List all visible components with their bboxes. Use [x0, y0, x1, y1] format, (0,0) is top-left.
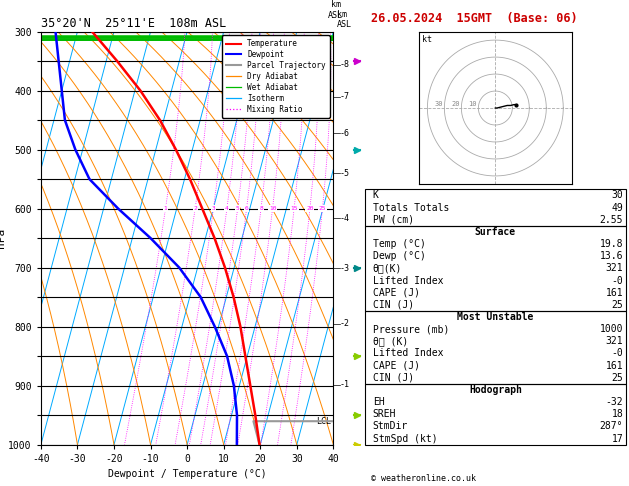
Text: 10: 10	[468, 101, 477, 107]
Text: 161: 161	[606, 361, 623, 371]
Text: 321: 321	[606, 336, 623, 347]
Text: 26.05.2024  15GMT  (Base: 06): 26.05.2024 15GMT (Base: 06)	[371, 12, 577, 25]
Text: 19.8: 19.8	[599, 239, 623, 249]
Text: -32: -32	[606, 397, 623, 407]
Text: -1: -1	[340, 381, 350, 389]
Text: θᴄ (K): θᴄ (K)	[372, 336, 408, 347]
Text: 15: 15	[291, 206, 298, 211]
Bar	[365, 226, 626, 311]
Text: 1: 1	[164, 206, 167, 211]
Legend: Temperature, Dewpoint, Parcel Trajectory, Dry Adiabat, Wet Adiabat, Isotherm, Mi: Temperature, Dewpoint, Parcel Trajectory…	[222, 35, 330, 118]
Text: -3: -3	[340, 264, 350, 273]
Text: 321: 321	[606, 263, 623, 273]
Text: 6: 6	[245, 206, 248, 211]
Text: © weatheronline.co.uk: © weatheronline.co.uk	[371, 474, 476, 483]
Text: 18: 18	[611, 409, 623, 419]
Text: 5: 5	[236, 206, 240, 211]
Text: LCL: LCL	[316, 417, 331, 426]
Text: 3: 3	[211, 206, 215, 211]
Text: Most Unstable: Most Unstable	[457, 312, 533, 322]
Text: CAPE (J): CAPE (J)	[372, 361, 420, 371]
Text: CAPE (J): CAPE (J)	[372, 288, 420, 297]
Text: -7: -7	[340, 92, 350, 102]
Text: Hodograph: Hodograph	[469, 385, 522, 395]
Text: -0: -0	[611, 276, 623, 285]
Text: CIN (J): CIN (J)	[372, 300, 414, 310]
Text: 4: 4	[225, 206, 229, 211]
Text: -6: -6	[340, 128, 350, 138]
Bar	[365, 189, 626, 226]
Text: 161: 161	[606, 288, 623, 297]
Text: 20: 20	[451, 101, 460, 107]
Text: Totals Totals: Totals Totals	[372, 203, 449, 212]
Text: Surface: Surface	[475, 227, 516, 237]
Text: km
ASL: km ASL	[328, 0, 343, 20]
Text: EH: EH	[372, 397, 384, 407]
Text: θᴄ(K): θᴄ(K)	[372, 263, 402, 273]
Text: 20: 20	[306, 206, 314, 211]
Text: 25: 25	[319, 206, 326, 211]
Bar	[365, 384, 626, 445]
Text: 287°: 287°	[599, 421, 623, 432]
Text: 2: 2	[193, 206, 197, 211]
Text: 49: 49	[611, 203, 623, 212]
Text: K: K	[372, 191, 379, 200]
Text: 25: 25	[611, 373, 623, 383]
Text: 13.6: 13.6	[599, 251, 623, 261]
Text: Lifted Index: Lifted Index	[372, 276, 443, 285]
Text: 30: 30	[611, 191, 623, 200]
Text: -5: -5	[340, 169, 350, 178]
Text: Dewp (°C): Dewp (°C)	[372, 251, 426, 261]
Text: 30: 30	[434, 101, 443, 107]
Text: 1000: 1000	[599, 324, 623, 334]
Text: -0: -0	[611, 348, 623, 359]
Text: -8: -8	[340, 60, 350, 69]
Text: CIN (J): CIN (J)	[372, 373, 414, 383]
Text: Pressure (mb): Pressure (mb)	[372, 324, 449, 334]
Text: -4: -4	[340, 214, 350, 223]
Text: Temp (°C): Temp (°C)	[372, 239, 426, 249]
Text: StmDir: StmDir	[372, 421, 408, 432]
Text: kt: kt	[422, 35, 432, 44]
Y-axis label: hPa: hPa	[0, 228, 6, 248]
Text: Lifted Index: Lifted Index	[372, 348, 443, 359]
Text: km
ASL: km ASL	[337, 10, 352, 29]
Text: 25: 25	[611, 300, 623, 310]
Text: 10: 10	[269, 206, 276, 211]
Text: 35°20'N  25°11'E  108m ASL: 35°20'N 25°11'E 108m ASL	[41, 17, 226, 31]
Text: 8: 8	[259, 206, 263, 211]
X-axis label: Dewpoint / Temperature (°C): Dewpoint / Temperature (°C)	[108, 469, 267, 479]
Text: StmSpd (kt): StmSpd (kt)	[372, 434, 437, 444]
Text: SREH: SREH	[372, 409, 396, 419]
Text: -2: -2	[340, 319, 350, 328]
Text: 17: 17	[611, 434, 623, 444]
Text: PW (cm): PW (cm)	[372, 215, 414, 225]
Bar	[365, 311, 626, 384]
Text: 2.55: 2.55	[599, 215, 623, 225]
